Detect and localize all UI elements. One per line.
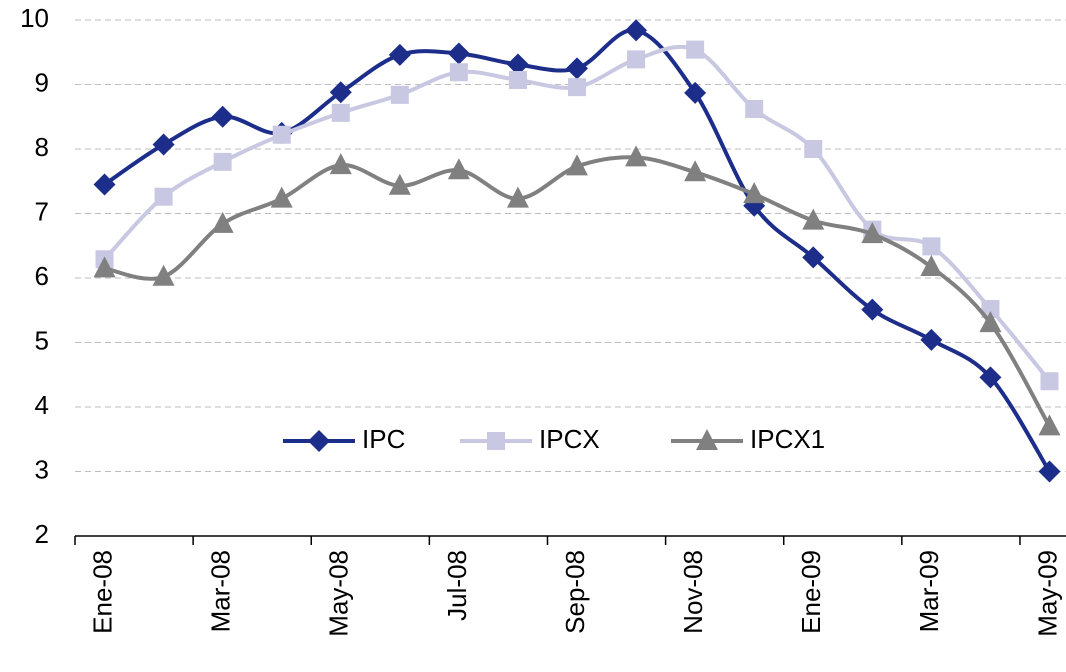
legend-marker <box>487 432 505 450</box>
y-tick-label: 5 <box>35 325 49 355</box>
point <box>861 298 884 321</box>
point <box>331 103 350 122</box>
point <box>743 182 766 204</box>
point <box>802 208 825 230</box>
point <box>449 63 468 82</box>
point <box>272 125 291 144</box>
point <box>388 43 411 66</box>
x-tick-label: Jul-08 <box>442 550 472 621</box>
y-tick-label: 7 <box>35 196 49 226</box>
point <box>154 187 173 206</box>
point <box>566 57 589 80</box>
point <box>1038 414 1061 436</box>
point <box>329 153 352 175</box>
point <box>981 299 1000 318</box>
series-line <box>103 44 1052 383</box>
y-tick-label: 4 <box>35 390 49 420</box>
point <box>686 40 705 59</box>
point <box>568 78 587 97</box>
x-tick-label: Ene-09 <box>796 550 826 634</box>
point <box>684 81 707 104</box>
point <box>270 186 293 208</box>
point <box>922 237 941 256</box>
legend-label: IPC <box>362 424 405 454</box>
point <box>979 366 1002 389</box>
series-line <box>104 155 1052 428</box>
point <box>447 42 470 65</box>
point <box>684 160 707 182</box>
point <box>920 328 943 351</box>
point <box>1040 372 1059 391</box>
point <box>390 85 409 104</box>
point <box>804 140 823 158</box>
y-tick-label: 3 <box>35 454 49 484</box>
x-tick-label: Sep-08 <box>560 550 590 634</box>
y-tick-label: 2 <box>35 519 49 549</box>
point <box>745 100 764 119</box>
y-tick-label: 8 <box>35 132 49 162</box>
point <box>920 255 943 277</box>
x-tick-label: Mar-09 <box>914 550 944 632</box>
point <box>508 70 527 89</box>
legend-marker <box>308 430 330 452</box>
point <box>506 53 529 76</box>
point <box>152 264 175 286</box>
point <box>152 133 175 156</box>
legend-item: IPCX1 <box>671 424 825 454</box>
point <box>329 81 352 104</box>
legend-item: IPCX <box>460 424 600 454</box>
point <box>447 158 470 180</box>
x-tick-label: Ene-08 <box>87 550 117 634</box>
point <box>979 311 1002 333</box>
point <box>1038 460 1061 483</box>
x-tick-label: Mar-08 <box>206 550 236 632</box>
point <box>211 105 234 128</box>
series <box>93 145 1061 436</box>
point <box>213 152 232 171</box>
legend-marker <box>696 429 718 450</box>
point <box>802 246 825 269</box>
x-tick-label: Nov-08 <box>678 550 708 634</box>
point <box>506 186 529 208</box>
series-line <box>103 28 1052 473</box>
point <box>566 154 589 176</box>
point <box>861 222 884 244</box>
point <box>211 211 234 233</box>
x-tick-label: May-09 <box>1032 550 1062 637</box>
point <box>388 173 411 195</box>
point <box>627 50 646 69</box>
point <box>93 173 116 196</box>
point <box>93 256 116 278</box>
y-tick-label: 10 <box>20 3 49 33</box>
y-tick-label: 6 <box>35 261 49 291</box>
legend-label: IPCX <box>539 424 600 454</box>
x-tick-label: May-08 <box>324 550 354 637</box>
point <box>625 145 648 167</box>
point <box>625 19 648 42</box>
legend-label: IPCX1 <box>750 424 825 454</box>
legend-item: IPC <box>283 424 405 454</box>
y-tick-label: 9 <box>35 67 49 97</box>
